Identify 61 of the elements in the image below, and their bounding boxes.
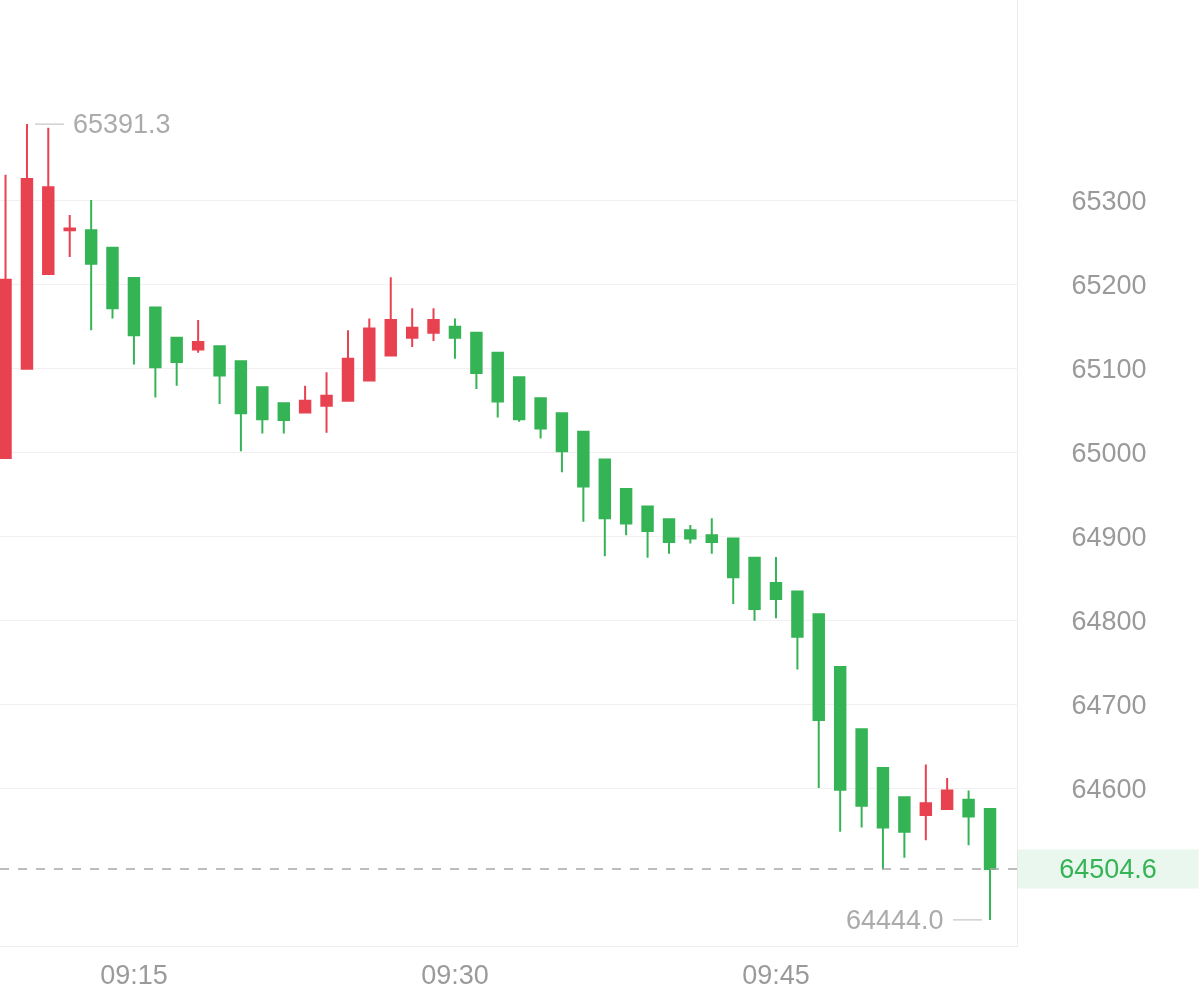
candlestick [855, 728, 868, 829]
candlestick [106, 246, 119, 320]
x-tick-label: 09:45 [742, 960, 810, 991]
ref-line-label: 64504.6 [1059, 854, 1157, 884]
candlestick [20, 123, 34, 370]
y-tick-label: 64600 [1071, 774, 1147, 805]
candlestick [149, 306, 162, 399]
y-tick-label: 64700 [1071, 690, 1147, 721]
candlestick [213, 345, 226, 406]
x-tick-label: 09:15 [100, 960, 168, 991]
candlestick [726, 537, 740, 606]
candlestick [898, 796, 911, 859]
y-tick-label: 65000 [1071, 438, 1147, 469]
candlestick [42, 126, 55, 275]
candlestick [320, 371, 333, 434]
candlestick [555, 412, 569, 474]
y-tick-label: 65300 [1071, 186, 1147, 217]
candlestick [769, 556, 783, 620]
candlestick [833, 666, 847, 833]
candlestick [127, 277, 141, 366]
candlestick [812, 613, 825, 790]
x-tick-label: 09:30 [421, 960, 489, 991]
candlestick [341, 329, 355, 402]
candlestick [512, 376, 526, 423]
candlestick [63, 214, 76, 259]
y-tick-label: 65100 [1071, 354, 1147, 385]
candlestick [470, 331, 483, 390]
candlestick [84, 198, 98, 332]
annotation: 65391.3 [73, 109, 171, 139]
candlestick [684, 524, 697, 545]
candlestick [919, 763, 933, 842]
candlestick [0, 173, 12, 459]
candlestick [191, 319, 205, 354]
candlestick [384, 276, 397, 357]
y-tick-label: 65200 [1071, 270, 1147, 301]
candlestick [641, 505, 654, 559]
candlestick [662, 518, 676, 555]
candlestick [705, 517, 718, 555]
candlestick [491, 351, 504, 419]
candlestick [940, 776, 954, 811]
candlestick [534, 397, 547, 440]
candlestick [256, 386, 269, 435]
candlestick [791, 590, 804, 671]
candlestick [298, 384, 312, 414]
candlestick [598, 458, 612, 558]
candlestick [619, 487, 633, 537]
candlestick [748, 556, 761, 622]
candlestick [577, 430, 590, 523]
candlestick [876, 766, 890, 871]
candlestick [983, 808, 997, 921]
candlestick [427, 307, 440, 343]
y-tick-label: 64900 [1071, 522, 1147, 553]
candlestick [962, 789, 975, 847]
candlestick [170, 336, 183, 387]
candlestick [234, 360, 248, 453]
candlestick [277, 402, 291, 435]
candlestick [405, 307, 419, 348]
annotation: 64444.0 [846, 905, 944, 935]
y-tick-label: 64800 [1071, 606, 1147, 637]
candlestick [363, 317, 376, 382]
candlestick [448, 317, 462, 360]
